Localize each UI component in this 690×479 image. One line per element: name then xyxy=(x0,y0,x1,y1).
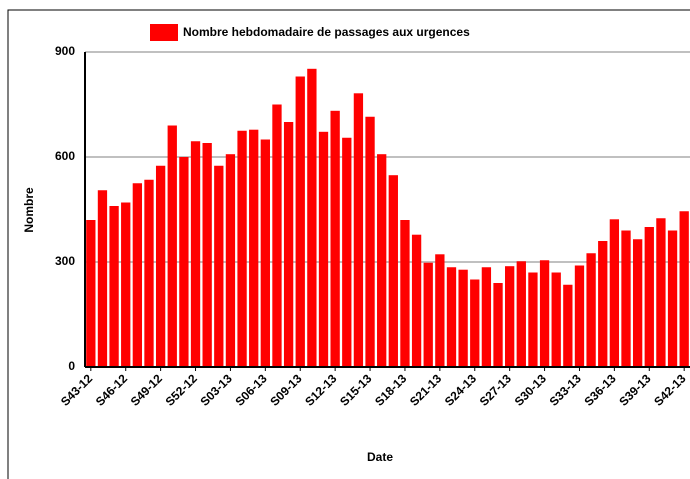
bar xyxy=(411,234,422,367)
bar xyxy=(342,137,352,367)
x-tick-label: S43-12 xyxy=(58,371,95,408)
y-tick-label: 900 xyxy=(55,44,75,58)
bar xyxy=(190,141,201,367)
bar xyxy=(609,219,620,367)
x-tick-label: S27-13 xyxy=(477,371,514,408)
bar xyxy=(505,266,515,367)
legend-swatch xyxy=(150,24,178,41)
bar xyxy=(644,227,654,367)
bar xyxy=(377,154,387,367)
bar xyxy=(388,175,398,367)
bar xyxy=(632,239,643,367)
y-tick-label: 0 xyxy=(68,359,75,373)
bar xyxy=(202,143,212,367)
x-axis-label: Date xyxy=(367,450,393,464)
bar xyxy=(225,154,236,367)
bar xyxy=(621,230,631,367)
bar xyxy=(318,131,329,367)
x-tick-label: S12-13 xyxy=(302,371,339,408)
x-tick-label: S09-13 xyxy=(267,371,304,408)
x-tick-label: S18-13 xyxy=(372,371,409,408)
bar xyxy=(551,272,561,367)
bar xyxy=(109,206,119,367)
x-tick-label: S15-13 xyxy=(337,371,374,408)
bar xyxy=(144,179,154,367)
bar xyxy=(470,279,480,367)
bar xyxy=(132,183,143,367)
y-axis-label: Nombre xyxy=(22,187,36,233)
bar xyxy=(586,253,596,367)
bar xyxy=(598,241,608,367)
x-tick-label: S03-13 xyxy=(198,371,235,408)
bar xyxy=(330,110,340,368)
bar xyxy=(272,104,282,367)
bar xyxy=(214,165,224,367)
x-tick-label: S49-12 xyxy=(128,371,165,408)
x-tick-label: S30-13 xyxy=(512,371,549,408)
bar xyxy=(481,267,492,367)
bar xyxy=(307,68,317,368)
chart-frame xyxy=(7,9,690,479)
bar xyxy=(539,260,550,367)
x-tick-label: S52-12 xyxy=(163,371,200,408)
legend-label: Nombre hebdomadaire de passages aux urge… xyxy=(183,25,470,39)
bar xyxy=(667,230,678,367)
bar xyxy=(121,202,131,367)
x-tick-label: S42-13 xyxy=(651,371,688,408)
bar xyxy=(423,262,433,367)
bar xyxy=(260,139,270,367)
bar xyxy=(679,211,689,367)
x-tick-label: S24-13 xyxy=(442,371,479,408)
bar xyxy=(446,267,457,367)
bar xyxy=(167,125,177,367)
bar xyxy=(97,190,108,367)
bar xyxy=(563,284,573,367)
bar xyxy=(574,265,585,367)
bar xyxy=(516,261,526,367)
bar xyxy=(365,116,375,367)
bar xyxy=(237,130,247,367)
x-tick-label: S46-12 xyxy=(93,371,130,408)
bar xyxy=(493,283,503,367)
bar xyxy=(155,165,166,367)
x-tick-label: S06-13 xyxy=(232,371,269,408)
bar xyxy=(249,129,259,367)
x-tick-label: S21-13 xyxy=(407,371,444,408)
bar xyxy=(435,254,445,367)
bar xyxy=(528,272,538,367)
bar xyxy=(283,122,294,367)
y-tick-label: 300 xyxy=(55,254,75,268)
bar xyxy=(86,220,96,367)
bar xyxy=(458,269,468,367)
x-tick-label: S33-13 xyxy=(547,371,584,408)
y-tick-label: 600 xyxy=(55,149,75,163)
bar xyxy=(656,218,666,367)
bar xyxy=(295,76,305,367)
x-tick-label: S36-13 xyxy=(581,371,618,408)
bar xyxy=(400,220,410,367)
bar xyxy=(179,157,189,367)
bar xyxy=(353,93,364,368)
x-tick-label: S39-13 xyxy=(616,371,653,408)
